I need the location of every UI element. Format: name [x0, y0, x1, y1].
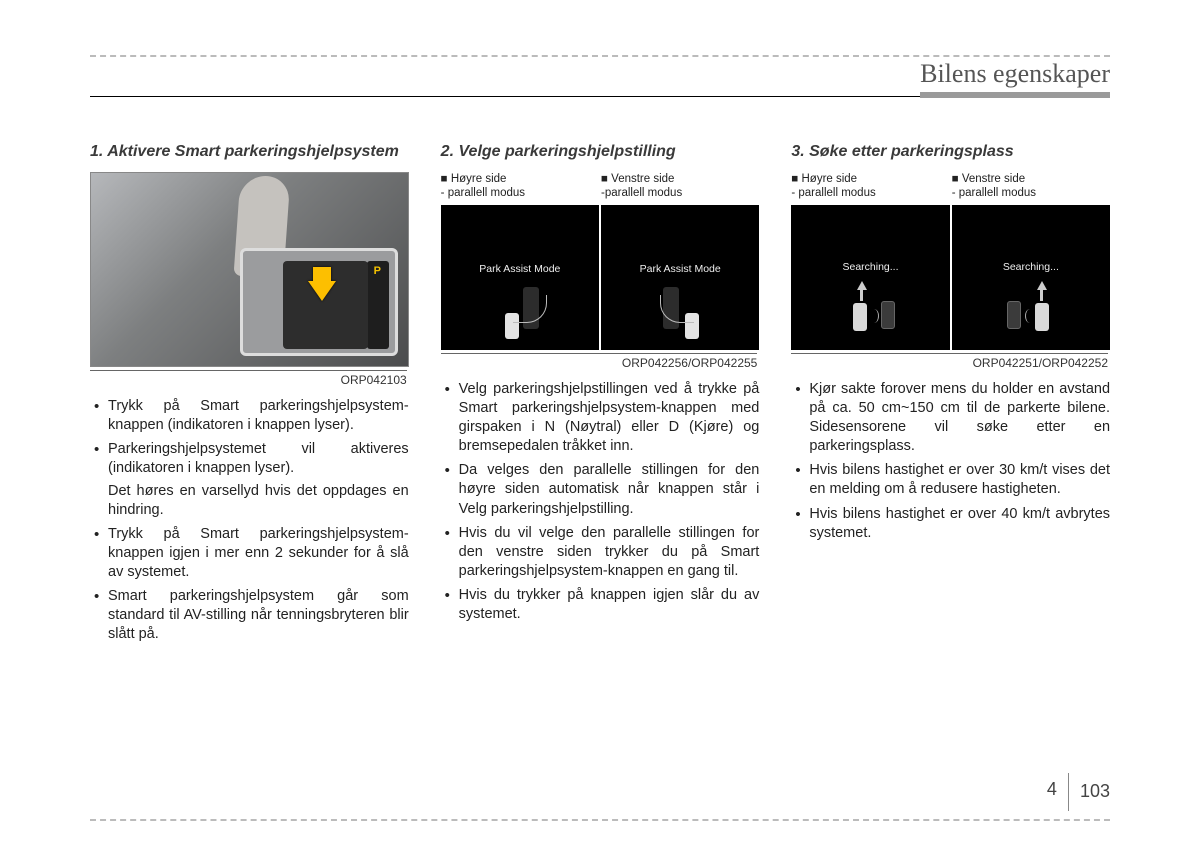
parked-car-icon: [881, 301, 895, 329]
list-item: Hvis bilens hastighet er over 30 km/t vi…: [793, 461, 1110, 499]
col3-screens: ■ Høyre side - parallell modus Searching…: [791, 172, 1110, 350]
path-line-icon: [513, 295, 547, 323]
list-item: Parkeringshjelpsystemet vil aktiveres (i…: [92, 440, 409, 520]
col1-heading: 1. Aktivere Smart parkeringshjelpsystem: [90, 142, 409, 162]
list-item: Velg parkeringshjelpstillingen ved å try…: [443, 380, 760, 457]
col1-image-code: ORP042103: [90, 370, 407, 387]
up-arrow-icon: [1037, 281, 1047, 290]
header-accent-bar: [920, 92, 1110, 98]
bullet-text: Hvis bilens hastighet er over 30 km/t vi…: [809, 462, 1110, 497]
screen-right-side: ■ Høyre side - parallell modus Searching…: [791, 172, 949, 350]
sensor-wave-icon: [1025, 309, 1035, 323]
list-item: Da velges den parallelle stillingen for …: [443, 461, 760, 518]
screen-title: Searching...: [791, 261, 949, 273]
col2-heading: 2. Velge parkeringshjelpstilling: [441, 142, 760, 162]
bullet-text: Smart parkeringshjelpsystem går som stan…: [108, 588, 409, 642]
display-screen: Park Assist Mode: [441, 205, 599, 350]
bullet-text: Hvis du vil velge den parallelle stillin…: [459, 525, 760, 579]
car-diagram: [831, 281, 911, 339]
col1-bullets: Trykk på Smart parkeringshjelpsystem-kna…: [92, 397, 409, 645]
screen-label: ■ Høyre side - parallell modus: [791, 172, 949, 201]
car-icon: [1035, 303, 1049, 331]
page-footer: 4 103: [1047, 773, 1110, 811]
bullet-text: Da velges den parallelle stillingen for …: [459, 462, 760, 516]
bullet-text: Trykk på Smart parkeringshjelpsystem-kna…: [108, 526, 409, 580]
car-diagram: [645, 287, 715, 333]
col2-image-code: ORP042256/ORP042255: [441, 353, 758, 370]
page: Bilens egenskaper 1. Aktivere Smart park…: [90, 55, 1110, 821]
display-screen: Searching...: [952, 205, 1110, 350]
screen-title: Searching...: [952, 261, 1110, 273]
car-diagram: [991, 281, 1071, 339]
screen-right-side: ■ Høyre side - parallell modus Park Assi…: [441, 172, 599, 350]
list-item: Hvis bilens hastighet er over 40 km/t av…: [793, 505, 1110, 543]
col3-bullets: Kjør sakte forover mens du holder en avs…: [793, 380, 1110, 543]
bullet-text: Parkeringshjelpsystemet vil aktiveres (i…: [108, 441, 409, 476]
screen-label: ■ Høyre side - parallell modus: [441, 172, 599, 201]
list-item: Trykk på Smart parkeringshjelpsystem-kna…: [92, 397, 409, 435]
car-icon: [853, 303, 867, 331]
col2-bullets: Velg parkeringshjelpstillingen ved å try…: [443, 380, 760, 625]
screen-title: Park Assist Mode: [441, 263, 599, 275]
content-columns: 1. Aktivere Smart parkeringshjelpsystem …: [90, 97, 1110, 650]
bullet-text: Hvis bilens hastighet er over 40 km/t av…: [809, 506, 1110, 541]
col3-heading: 3. Søke etter parkeringsplass: [791, 142, 1110, 162]
bullet-text: Hvis du trykker på knappen igjen slår du…: [459, 587, 760, 622]
column-2: 2. Velge parkeringshjelpstilling ■ Høyre…: [441, 142, 760, 650]
bullet-text: Trykk på Smart parkeringshjelpsystem-kna…: [108, 398, 409, 433]
page-number: 103: [1080, 781, 1110, 801]
screen-left-side: ■ Venstre side -parallell modus Park Ass…: [601, 172, 759, 350]
page-title: Bilens egenskaper: [920, 59, 1110, 89]
parked-car-icon: [1007, 301, 1021, 329]
column-3: 3. Søke etter parkeringsplass ■ Høyre si…: [791, 142, 1110, 650]
list-item: Trykk på Smart parkeringshjelpsystem-kna…: [92, 525, 409, 582]
col2-screens: ■ Høyre side - parallell modus Park Assi…: [441, 172, 760, 350]
display-screen: Park Assist Mode: [601, 205, 759, 350]
gear-indicator-strip: P: [367, 261, 389, 349]
bullet-text: Kjør sakte forover mens du holder en avs…: [809, 381, 1110, 454]
list-item: Hvis du trykker på knappen igjen slår du…: [443, 586, 760, 624]
yellow-arrow-icon: [308, 281, 336, 301]
bullet-text: Velg parkeringshjelpstillingen ved å try…: [459, 381, 760, 454]
up-arrow-icon: [857, 281, 867, 290]
page-header: Bilens egenskaper: [90, 57, 1110, 97]
sensor-wave-icon: [869, 309, 879, 323]
list-item: Hvis du vil velge den parallelle stillin…: [443, 524, 760, 581]
screen-title: Park Assist Mode: [601, 263, 759, 275]
screen-label: ■ Venstre side - parallell modus: [952, 172, 1110, 201]
screen-label: ■ Venstre side -parallell modus: [601, 172, 759, 201]
column-1: 1. Aktivere Smart parkeringshjelpsystem …: [90, 142, 409, 650]
car-diagram: [485, 287, 555, 333]
list-item: Kjør sakte forover mens du holder en avs…: [793, 380, 1110, 457]
bullet-subtext: Det høres en varsellyd hvis det oppdages…: [108, 482, 409, 520]
photo-inset: P: [240, 248, 398, 356]
chapter-number: 4: [1047, 779, 1057, 799]
gear-p-label: P: [374, 265, 381, 277]
list-item: Smart parkeringshjelpsystem går som stan…: [92, 587, 409, 644]
screen-left-side: ■ Venstre side - parallell modus Searchi…: [952, 172, 1110, 350]
col1-photo: P: [90, 172, 409, 367]
display-screen: Searching...: [791, 205, 949, 350]
footer-separator: [1068, 773, 1069, 811]
col3-image-code: ORP042251/ORP042252: [791, 353, 1108, 370]
